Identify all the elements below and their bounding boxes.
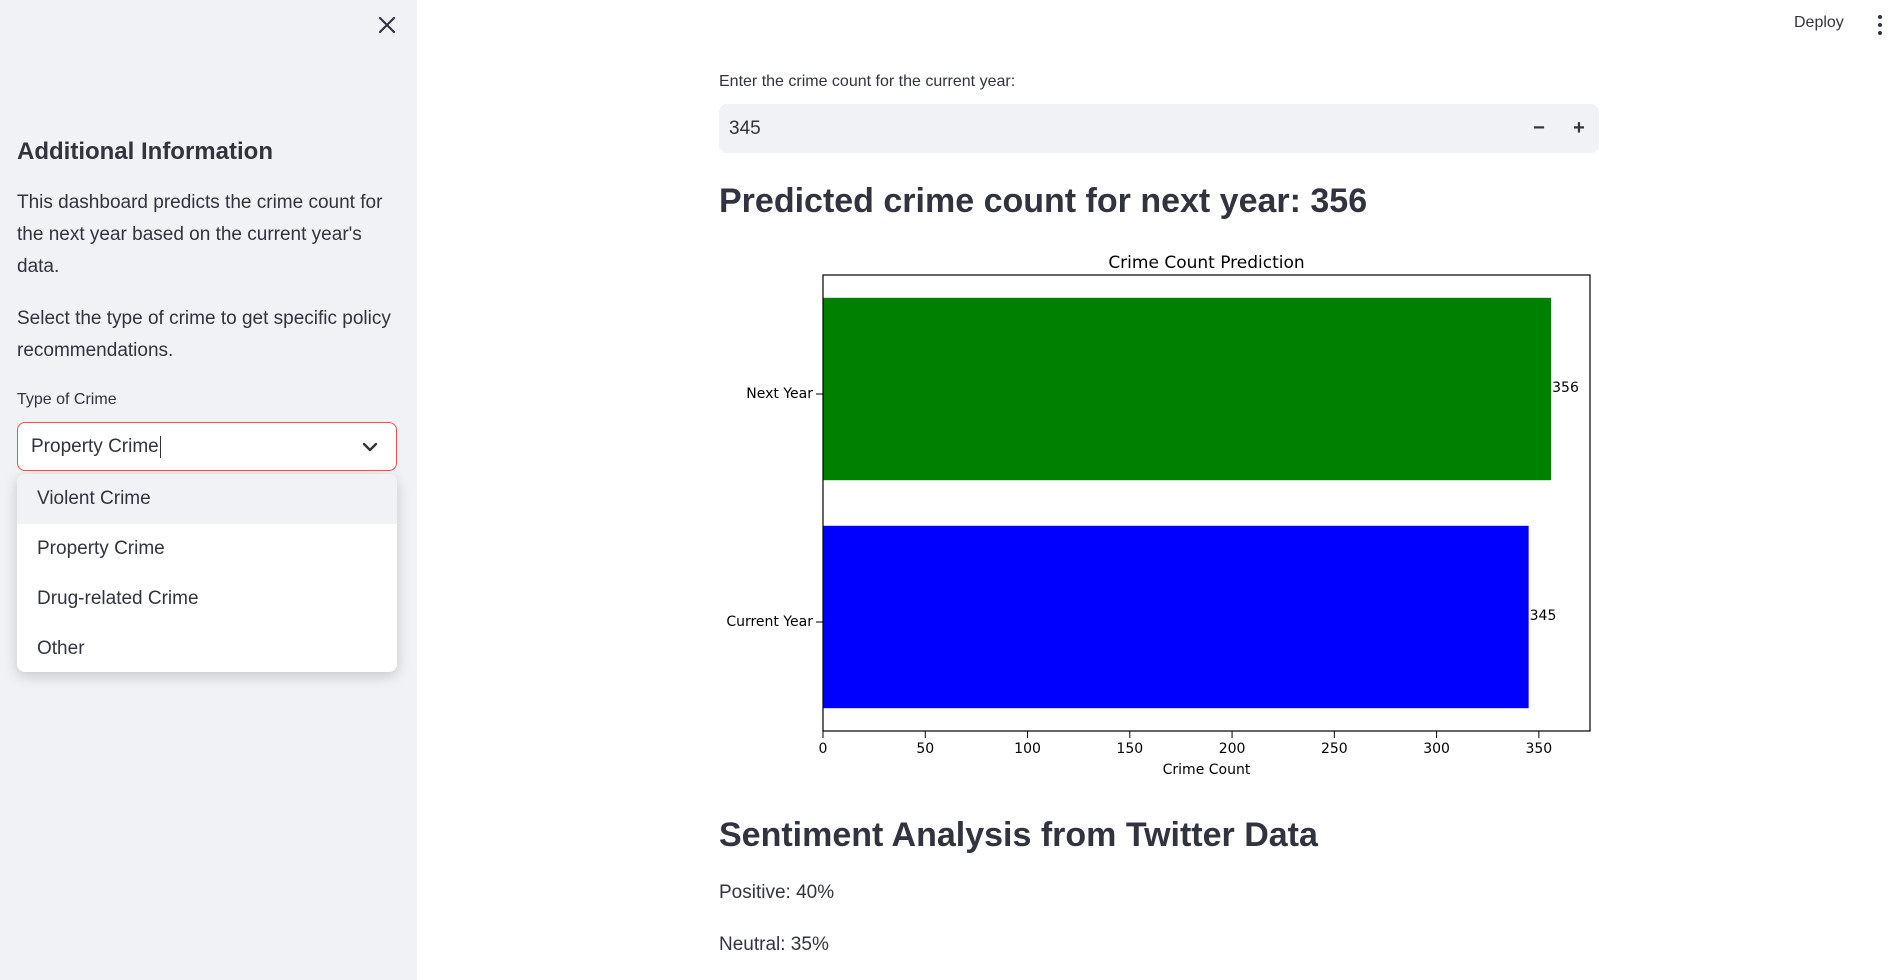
chart-x-tick-label: 250	[1321, 741, 1348, 757]
crime-count-input-label: Enter the crime count for the current ye…	[719, 73, 1016, 90]
chart-x-tick-label: 100	[1014, 741, 1041, 757]
sentiment-positive: Positive: 40%	[719, 882, 835, 903]
text-cursor	[159, 435, 161, 458]
dropdown-option-violent-crime[interactable]: Violent Crime	[17, 474, 397, 524]
chart-bar-current-year	[823, 525, 1529, 709]
sidebar-description: This dashboard predicts the crime count …	[17, 192, 383, 277]
vertical-dots-icon	[1878, 23, 1882, 27]
crime-type-select[interactable]: Property Crime	[17, 422, 397, 471]
deploy-button[interactable]: Deploy	[1794, 14, 1844, 31]
chart-axes-frame	[822, 274, 1591, 732]
crime-count-input-value[interactable]: 345	[729, 117, 761, 139]
vertical-dots-icon	[1878, 31, 1882, 35]
chart-x-tick-label: 350	[1525, 741, 1552, 757]
main-menu-button[interactable]	[1873, 12, 1887, 38]
sentiment-heading: Sentiment Analysis from Twitter Data	[719, 816, 1318, 854]
chart-x-tick-label: 0	[819, 741, 828, 757]
chart-bar-next-year	[823, 297, 1552, 481]
sidebar-heading: Additional Information	[17, 138, 273, 165]
crime-type-value[interactable]: Property Crime	[31, 435, 159, 457]
sidebar-instruction: Select the type of crime to get specific…	[17, 308, 391, 361]
increment-button[interactable]: +	[1573, 117, 1585, 139]
chart-x-tick-label: 150	[1116, 741, 1143, 757]
chart-x-tick-label: 50	[916, 741, 934, 757]
chart-y-tick-label: Next Year	[746, 386, 813, 402]
vertical-dots-icon	[1878, 15, 1882, 19]
close-icon	[378, 16, 396, 34]
crime-count-chart: Crime Count Prediction 345 Current Year 356…	[726, 253, 1591, 778]
chart-x-axis-label: Crime Count	[1163, 762, 1251, 778]
chart-data-label: 356	[1552, 380, 1579, 396]
crime-count-number-input[interactable]: 345 − +	[719, 104, 1599, 153]
dropdown-option-property-crime[interactable]: Property Crime	[37, 538, 165, 559]
sidebar: Additional Information This dashboard pr…	[0, 0, 417, 980]
chart-x-tick-label: 200	[1219, 741, 1246, 757]
close-sidebar-button[interactable]	[374, 12, 400, 38]
sentiment-neutral: Neutral: 35%	[719, 934, 829, 955]
chart-y-tick-label: Current Year	[726, 614, 813, 630]
crime-type-dropdown: Violent Crime Property Crime Drug-relate…	[17, 474, 397, 672]
dropdown-option-drug-related-crime[interactable]: Drug-related Crime	[37, 588, 199, 609]
chart-data-label: 345	[1530, 608, 1557, 624]
crime-type-label: Type of Crime	[17, 391, 117, 408]
dropdown-option-other[interactable]: Other	[37, 638, 85, 659]
chart-x-tick-label: 300	[1423, 741, 1450, 757]
prediction-heading: Predicted crime count for next year: 356	[719, 182, 1368, 220]
chevron-down-icon[interactable]	[360, 437, 380, 457]
chart-title: Crime Count Prediction	[1108, 253, 1304, 273]
decrement-button[interactable]: −	[1533, 117, 1545, 139]
